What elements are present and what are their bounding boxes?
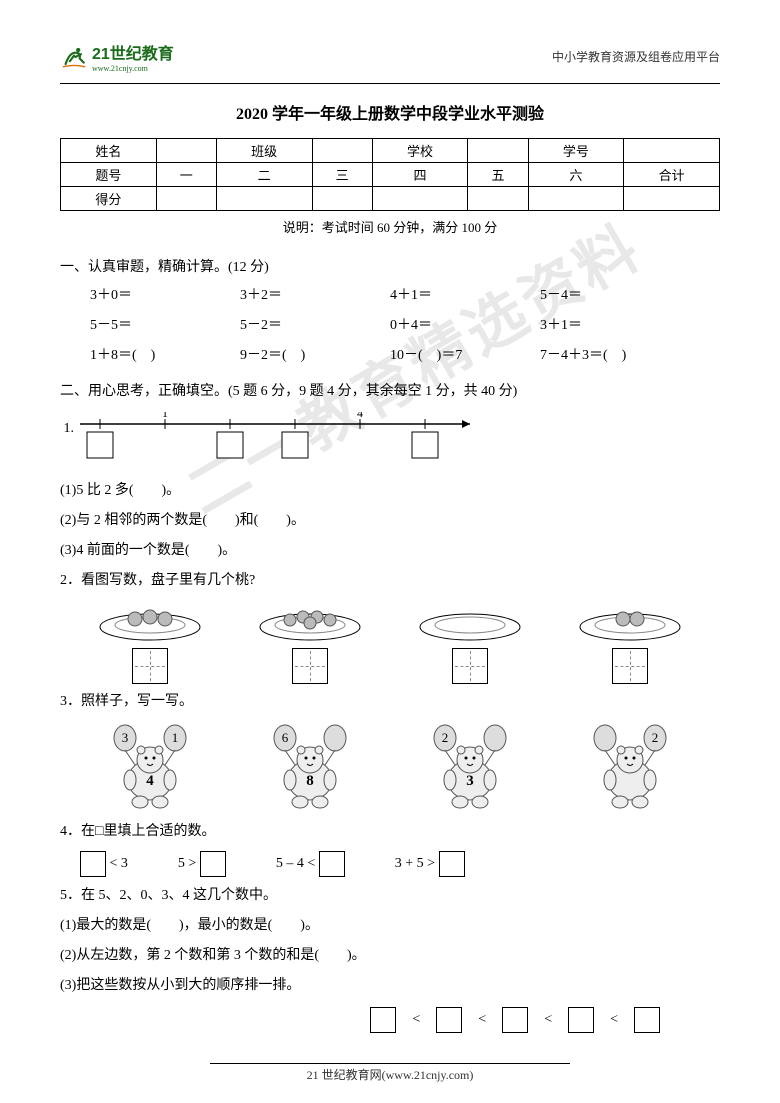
logo: 21世纪教育 www.21cnjy.com (60, 40, 174, 73)
q1-prefix: 1. (64, 421, 75, 436)
q5-3: (3)把这些数按从小到大的顺序排一排。 (60, 972, 720, 1000)
plate-1 (95, 597, 205, 684)
table-row: 姓名 班级 学校 学号 (61, 139, 720, 163)
q4-row: < 3 5 > 5 – 4 < 3 + 5 > (60, 850, 720, 878)
bear-icon: 2 (575, 720, 685, 810)
svg-text:4: 4 (357, 412, 363, 420)
svg-text:8: 8 (306, 773, 314, 789)
q1-3: (3)4 前面的一个数是( )。 (60, 537, 720, 565)
info-table: 姓名 班级 学校 学号 题号 一 二 三 四 五 六 合计 得分 (60, 138, 720, 211)
calc-row-3: 1＋8＝( ) 9－2＝( ) 10－( )＝7 7－4＋3＝( ) (60, 342, 720, 370)
number-line: 1 4 1. (70, 412, 720, 473)
q5-1: (1)最大的数是( )，最小的数是( )。 (60, 912, 720, 940)
table-row: 题号 一 二 三 四 五 六 合计 (61, 163, 720, 187)
bear-icon: 3 1 4 (95, 720, 205, 810)
q5-sort-boxes: < < < < (60, 1006, 720, 1034)
q2: 2．看图写数，盘子里有几个桃? (60, 567, 720, 595)
footer: 21 世纪教育网(www.21cnjy.com) (0, 1063, 780, 1083)
header-right-text: 中小学教育资源及组卷应用平台 (552, 48, 720, 65)
svg-text:2: 2 (652, 730, 659, 745)
q5: 5．在 5、2、0、3、4 这几个数中。 (60, 882, 720, 910)
q4-item: < 3 (80, 850, 128, 878)
plate-3 (415, 597, 525, 684)
svg-text:1: 1 (162, 412, 168, 420)
header-divider (60, 83, 720, 84)
section-2-heading: 二、用心思考，正确填空。(5 题 6 分，9 题 4 分，其余每空 1 分，共 … (60, 378, 720, 406)
header-row: 21世纪教育 www.21cnjy.com 中小学教育资源及组卷应用平台 (60, 40, 720, 73)
q4-item: 5 – 4 < (276, 850, 345, 878)
svg-text:3: 3 (466, 773, 474, 789)
section-1: 一、认真审题，精确计算。(12 分) 3＋0＝ 3＋2＝ 4＋1＝ 5－4＝ 5… (60, 254, 720, 370)
bear-icon: 2 3 (415, 720, 525, 810)
plate-icon (95, 597, 205, 642)
calc-row-2: 5－5＝ 5－2＝ 0＋4＝ 3＋1＝ (60, 312, 720, 340)
answer-box[interactable] (292, 648, 328, 684)
answer-box[interactable] (612, 648, 648, 684)
q4-item: 3 + 5 > (395, 850, 465, 878)
page-title: 2020 学年一年级上册数学中段学业水平测验 (60, 100, 720, 124)
q5-2: (2)从左边数，第 2 个数和第 3 个数的和是( )。 (60, 942, 720, 970)
svg-text:6: 6 (282, 730, 289, 745)
q3: 3．照样子，写一写。 (60, 688, 720, 716)
table-row: 得分 (61, 187, 720, 211)
sort-box[interactable] (370, 1007, 396, 1033)
sort-box[interactable] (568, 1007, 594, 1033)
q4: 4．在□里填上合适的数。 (60, 818, 720, 846)
section-2: 二、用心思考，正确填空。(5 题 6 分，9 题 4 分，其余每空 1 分，共 … (60, 378, 720, 1034)
answer-box[interactable] (132, 648, 168, 684)
svg-text:2: 2 (442, 730, 449, 745)
plate-2 (255, 597, 365, 684)
q1-2: (2)与 2 相邻的两个数是( )和( )。 (60, 507, 720, 535)
svg-text:4: 4 (146, 773, 154, 789)
logo-text: 21世纪教育 (92, 46, 174, 63)
exam-note: 说明：考试时间 60 分钟，满分 100 分 (60, 217, 720, 236)
plate-icon (255, 597, 365, 642)
sort-box[interactable] (436, 1007, 462, 1033)
answer-box[interactable] (452, 648, 488, 684)
q1-1: (1)5 比 2 多( )。 (60, 477, 720, 505)
svg-text:1: 1 (172, 730, 179, 745)
logo-url: www.21cnjy.com (92, 64, 174, 73)
plates-row (60, 597, 720, 684)
q4-item: 5 > (178, 850, 226, 878)
logo-runner-icon (60, 43, 88, 71)
bear-icon: 6 8 (255, 720, 365, 810)
bears-row: 3 1 4 6 8 2 3 2 (60, 720, 720, 810)
section-1-heading: 一、认真审题，精确计算。(12 分) (60, 254, 720, 282)
plate-icon (415, 597, 525, 642)
sort-box[interactable] (634, 1007, 660, 1033)
page-content: 21世纪教育 www.21cnjy.com 中小学教育资源及组卷应用平台 202… (60, 40, 720, 1034)
sort-box[interactable] (502, 1007, 528, 1033)
plate-icon (575, 597, 685, 642)
svg-text:3: 3 (122, 730, 129, 745)
plate-4 (575, 597, 685, 684)
calc-row-1: 3＋0＝ 3＋2＝ 4＋1＝ 5－4＝ (60, 282, 720, 310)
